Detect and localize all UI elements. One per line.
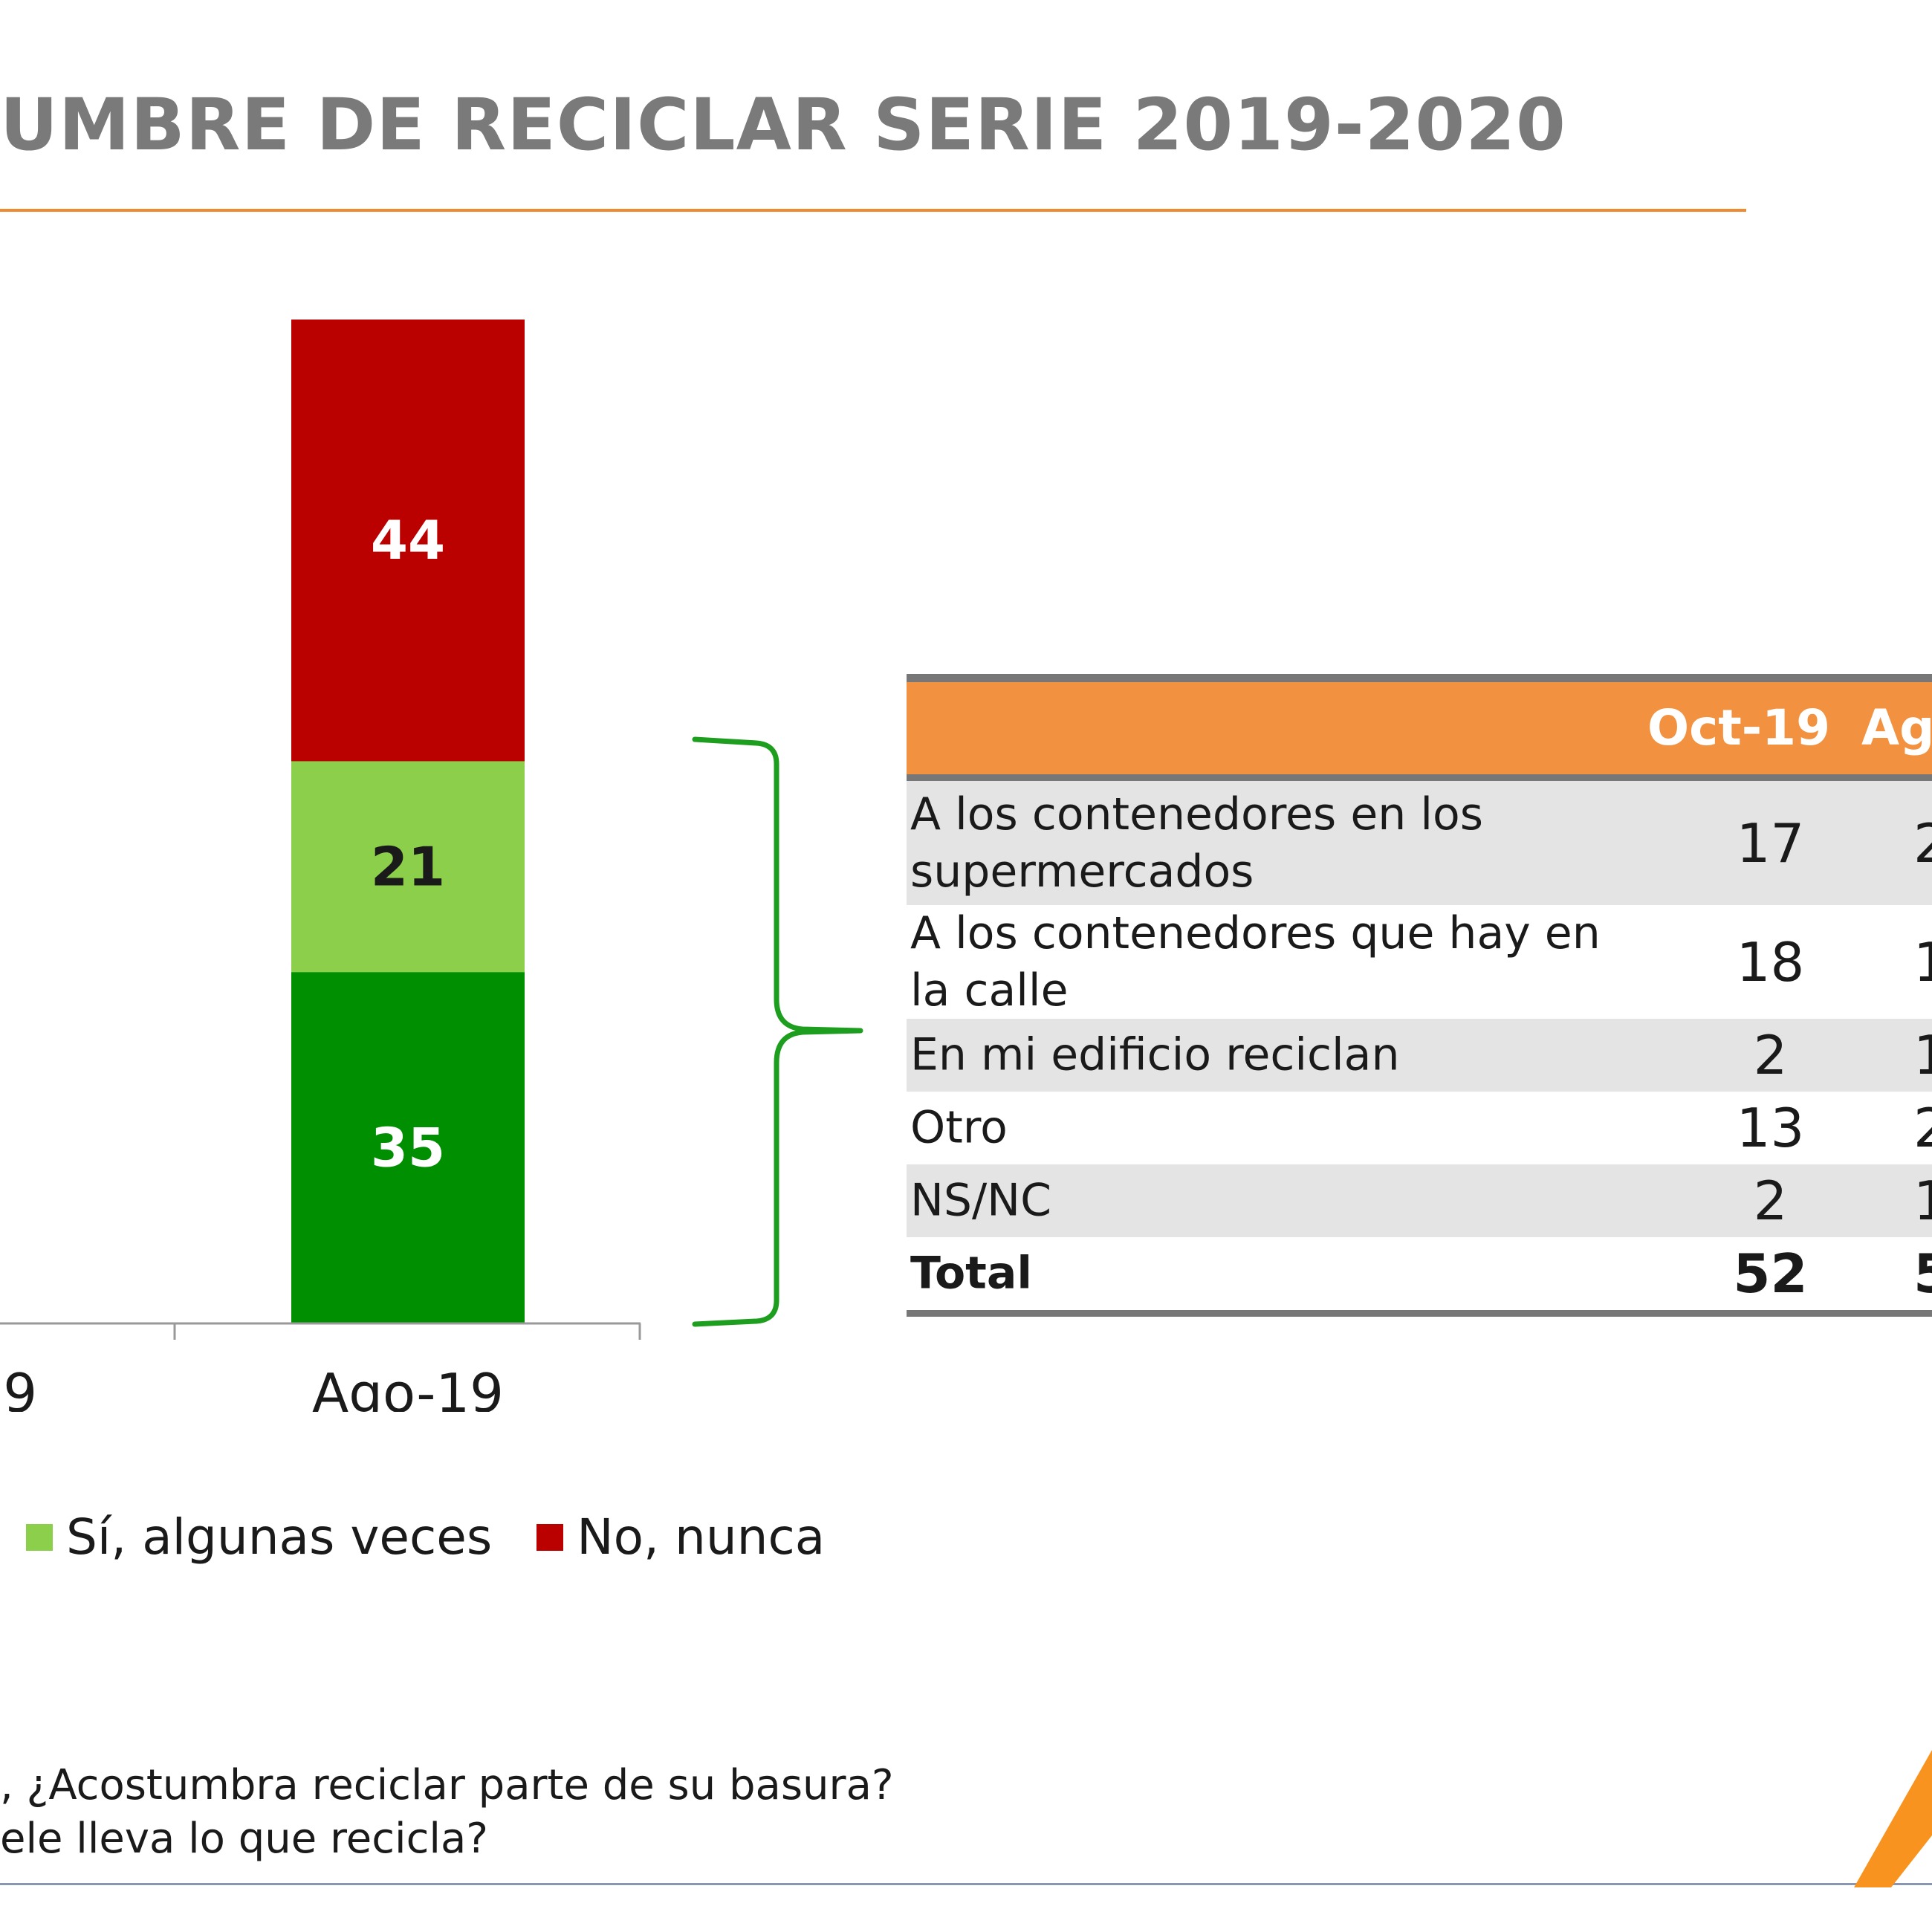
row-value-oct: 18 bbox=[1736, 930, 1805, 993]
bar-segment bbox=[291, 972, 525, 1323]
column-header-ago: Ago bbox=[1861, 699, 1932, 756]
table-row: En mi edificio reciclan 2 1 bbox=[907, 1019, 1932, 1092]
question-footnote: , ¿Acostumbra reciclar parte de su basur… bbox=[0, 1759, 894, 1866]
row-value-oct: 13 bbox=[1736, 1097, 1805, 1159]
bar-segment bbox=[291, 761, 525, 973]
table-row: NS/NC 2 1 bbox=[907, 1164, 1932, 1237]
legend-item-algunas-veces: Sí, algunas veces bbox=[26, 1508, 492, 1566]
bar-value-label: 21 bbox=[371, 835, 445, 898]
row-label: A los contenedores en los supermercados bbox=[910, 788, 1483, 898]
row-value-ago: 2 bbox=[1913, 811, 1932, 875]
stacked-bar-chart: 35 21 44 9 Ago-19 bbox=[0, 320, 863, 1412]
bar-segment bbox=[291, 320, 525, 762]
bar-value-label: 35 bbox=[371, 1117, 445, 1179]
table-top-rule bbox=[907, 674, 1932, 682]
row-label: A los contenedores que hay en la calle bbox=[910, 907, 1601, 1017]
row-value-ago: 1 bbox=[1913, 930, 1932, 993]
row-value-ago: 1 bbox=[1913, 1170, 1932, 1232]
row-value-oct: 17 bbox=[1736, 811, 1805, 875]
legend-swatch-algunas-veces bbox=[26, 1523, 53, 1551]
table-row: A los contenedores que hay en la calle 1… bbox=[907, 905, 1932, 1019]
page-title: UMBRE DE RECICLAR SERIE 2019-2020 bbox=[0, 83, 1566, 166]
table-header: Oct-19 Ago bbox=[907, 682, 1932, 774]
title-rule bbox=[0, 209, 1746, 212]
footnote-line: , ¿Acostumbra reciclar parte de su basur… bbox=[0, 1761, 894, 1809]
legend-swatch-nunca bbox=[537, 1523, 564, 1551]
total-label: Total bbox=[910, 1247, 1032, 1300]
legend-item-nunca: No, nunca bbox=[537, 1508, 825, 1566]
legend-label: No, nunca bbox=[577, 1508, 826, 1566]
table-row: Otro 13 2 bbox=[907, 1092, 1932, 1164]
row-value-ago: 2 bbox=[1913, 1097, 1932, 1159]
bar-value-label: 44 bbox=[371, 509, 445, 571]
curly-brace-icon bbox=[692, 736, 863, 1327]
recycling-destination-table: Oct-19 Ago A los contenedores en los sup… bbox=[907, 674, 1932, 1317]
row-label: NS/NC bbox=[910, 1174, 1051, 1227]
total-value-oct: 52 bbox=[1733, 1242, 1808, 1305]
row-value-oct: 2 bbox=[1753, 1024, 1788, 1086]
total-value-ago: 5 bbox=[1913, 1242, 1932, 1305]
table-header-rule bbox=[907, 774, 1932, 781]
row-label: En mi edificio reciclan bbox=[910, 1028, 1400, 1081]
table-row: A los contenedores en los supermercados … bbox=[907, 781, 1932, 905]
footnote-line: ele lleva lo que recicla? bbox=[0, 1815, 488, 1863]
chart-legend: Sí, algunas veces No, nunca bbox=[26, 1508, 825, 1566]
table-bottom-rule bbox=[907, 1310, 1932, 1317]
row-value-oct: 2 bbox=[1753, 1170, 1788, 1232]
row-value-ago: 1 bbox=[1913, 1024, 1932, 1086]
row-label: Otro bbox=[910, 1101, 1008, 1154]
footer-rule bbox=[0, 1883, 1932, 1885]
x-category-label: Ago-19 bbox=[312, 1362, 504, 1412]
column-header-oct: Oct-19 bbox=[1647, 699, 1831, 756]
legend-label: Sí, algunas veces bbox=[66, 1508, 493, 1566]
table-total-row: Total 52 5 bbox=[907, 1237, 1932, 1310]
x-category-label: 9 bbox=[3, 1362, 37, 1412]
